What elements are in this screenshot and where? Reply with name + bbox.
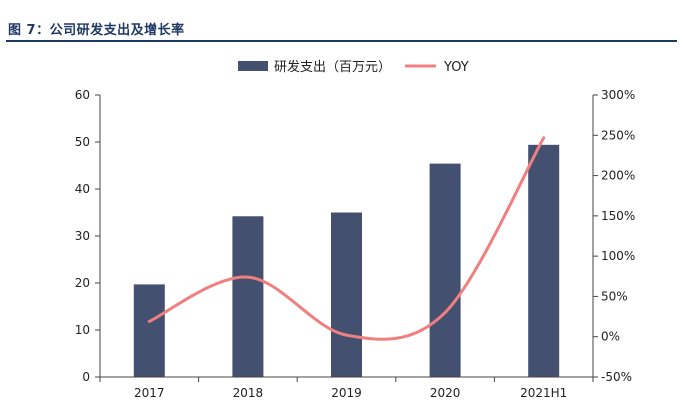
y-right-tick-label: 250% xyxy=(601,128,635,142)
x-tick-label: 2018 xyxy=(233,386,264,400)
axes: 0 10 20 30 40 50 60 -50% 0% 50% 100% 150% 200% 250% 30… xyxy=(75,88,636,400)
yoy-line xyxy=(147,136,546,341)
y-right-tick-label: 0% xyxy=(601,330,620,344)
y-left-tick-label: 40 xyxy=(75,182,90,196)
y-left-tick-label: 60 xyxy=(75,88,90,102)
y-left-tick-label: 30 xyxy=(75,229,90,243)
legend-swatch-bar xyxy=(238,61,268,71)
bar-2019 xyxy=(331,212,362,377)
y-right-tick-label: 50% xyxy=(601,289,628,303)
y-left-tick-label: 10 xyxy=(75,323,90,337)
y-left-tick-label: 50 xyxy=(75,135,90,149)
x-tick-label: 2021H1 xyxy=(520,386,567,400)
bar-series xyxy=(133,144,560,377)
bar-2021H1 xyxy=(528,144,560,377)
bar-2017 xyxy=(133,284,165,377)
bar-2020 xyxy=(429,163,461,377)
y-left-tick-label: 20 xyxy=(75,276,90,290)
legend-label-bar: 研发支出（百万元） xyxy=(274,59,391,75)
y-right-tick-label: 150% xyxy=(601,209,635,223)
x-tick-label: 2019 xyxy=(331,386,362,400)
legend-label-line: YOY xyxy=(443,60,469,75)
x-tick-label: 2020 xyxy=(430,386,461,400)
y-left-tick-label: 0 xyxy=(82,370,90,384)
x-tick-label: 2017 xyxy=(134,386,165,400)
figure-title: 图 7：公司研发支出及增长率 xyxy=(8,23,185,38)
y-right-tick-label: 100% xyxy=(601,249,635,263)
figure-header: 图 7：公司研发支出及增长率 xyxy=(6,14,677,42)
y-right-tick-label: -50% xyxy=(601,370,632,384)
line-series xyxy=(147,136,546,341)
bar-2018 xyxy=(232,216,264,377)
y-right-tick-label: 300% xyxy=(601,88,635,102)
y-right-tick-label: 200% xyxy=(601,169,635,183)
legend: 研发支出（百万元） YOY xyxy=(238,59,469,75)
